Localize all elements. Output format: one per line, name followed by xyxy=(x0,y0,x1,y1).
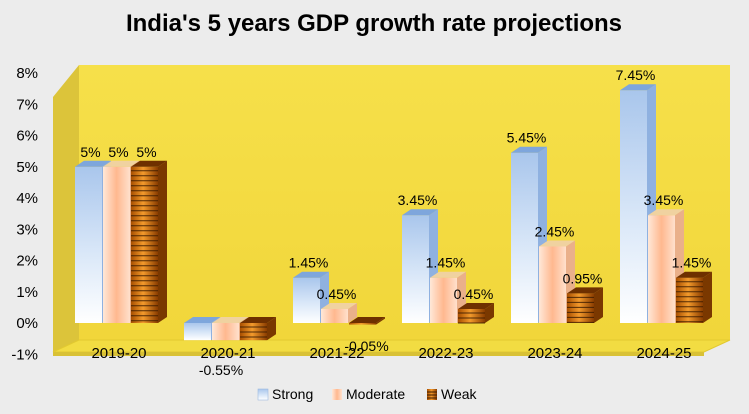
data-label-moderate-2019-20: 5% xyxy=(108,144,128,160)
bars: 5% 5% 5% -0.55% 1.45% 0.45% -0.05% 3.45% 1.45% 0.… xyxy=(75,67,712,378)
y-axis: -1% 0% 1% 2% 3% 4% 5% 6% 7% 8% xyxy=(11,65,38,363)
x-tick-label: 2020-21 xyxy=(200,345,255,362)
data-label-weak-2019-20: 5% xyxy=(136,144,156,160)
bar-moderate-2023-24 xyxy=(539,240,575,323)
y-tick-label: -1% xyxy=(11,346,38,363)
data-label-moderate-2021-22: 0.45% xyxy=(317,286,357,302)
legend-item-moderate: Moderate xyxy=(332,386,405,402)
chart-side-wall xyxy=(53,65,79,352)
x-tick-label: 2021-22 xyxy=(309,345,364,362)
y-tick-label: 7% xyxy=(16,96,38,113)
x-tick-label: 2024-25 xyxy=(636,345,691,362)
y-tick-label: 1% xyxy=(16,284,38,301)
bar-weak-2023-24 xyxy=(567,287,603,323)
bar-weak-2021-22 xyxy=(349,317,385,325)
x-tick-label: 2019-20 xyxy=(91,345,146,362)
data-label-weak-2024-25: 1.45% xyxy=(672,255,712,271)
data-label-strong-2019-20: 5% xyxy=(80,144,100,160)
chart-floor-front xyxy=(53,352,704,356)
legend-swatch-strong xyxy=(257,388,269,401)
legend-swatch-moderate xyxy=(332,389,342,400)
chart-title: India's 5 years GDP growth rate projecti… xyxy=(126,10,622,37)
x-tick-label: 2023-24 xyxy=(527,345,582,362)
x-axis: 2019-20 2020-21 2021-22 2022-23 2023-24 2024-… xyxy=(91,345,691,362)
bar-weak-2024-25 xyxy=(676,271,712,323)
legend-item-strong: Strong xyxy=(257,386,313,402)
y-tick-label: 8% xyxy=(16,65,38,82)
y-tick-label: 4% xyxy=(16,190,38,207)
legend-label-strong: Strong xyxy=(272,386,313,402)
data-label-moderate-2023-24: 2.45% xyxy=(535,223,575,239)
legend-label-weak: Weak xyxy=(441,386,478,402)
data-label-strong-2021-22: 1.45% xyxy=(289,255,329,271)
bar-strong-2023-24 xyxy=(511,146,547,323)
y-tick-label: 6% xyxy=(16,128,38,145)
bar-weak-2019-20 xyxy=(131,160,167,323)
y-tick-label: 2% xyxy=(16,253,38,270)
legend-item-weak: Weak xyxy=(427,386,478,402)
data-label-strong-2023-24: 5.45% xyxy=(507,130,547,146)
data-label-moderate-2022-23: 1.45% xyxy=(426,255,466,271)
bar-moderate-2021-22 xyxy=(321,302,357,323)
data-label-weak-2021-22: -0.05% xyxy=(344,338,388,354)
y-tick-label: 0% xyxy=(16,315,38,332)
data-label-strong-2022-23: 3.45% xyxy=(398,192,438,208)
y-tick-label: 3% xyxy=(16,221,38,238)
legend-label-moderate: Moderate xyxy=(346,386,405,402)
legend: Strong Moderate Weak xyxy=(257,386,478,402)
x-tick-label: 2022-23 xyxy=(418,345,473,362)
bar-weak-2020-21 xyxy=(240,317,276,341)
data-label-weak-2023-24: 0.95% xyxy=(563,270,603,286)
chart-floor xyxy=(52,339,731,353)
data-label-moderate-2024-25: 3.45% xyxy=(644,192,684,208)
data-label-strong-2020-21: -0.55% xyxy=(199,362,243,378)
data-label-weak-2022-23: 0.45% xyxy=(454,286,494,302)
y-tick-label: 5% xyxy=(16,159,38,176)
bar-weak-2022-23 xyxy=(458,302,494,324)
data-label-strong-2024-25: 7.45% xyxy=(616,67,656,83)
